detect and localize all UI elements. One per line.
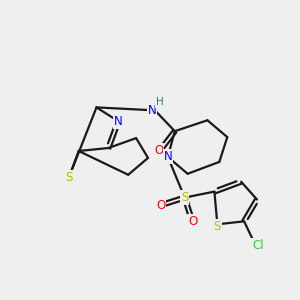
Text: N: N <box>164 150 172 164</box>
Text: S: S <box>181 191 188 204</box>
Text: S: S <box>214 220 221 233</box>
Text: N: N <box>114 115 123 128</box>
Text: O: O <box>188 215 197 228</box>
Text: Cl: Cl <box>252 238 264 252</box>
Text: O: O <box>154 143 164 157</box>
Text: H: H <box>156 98 164 107</box>
Text: S: S <box>65 171 72 184</box>
Text: O: O <box>156 199 166 212</box>
Text: N: N <box>148 104 156 117</box>
